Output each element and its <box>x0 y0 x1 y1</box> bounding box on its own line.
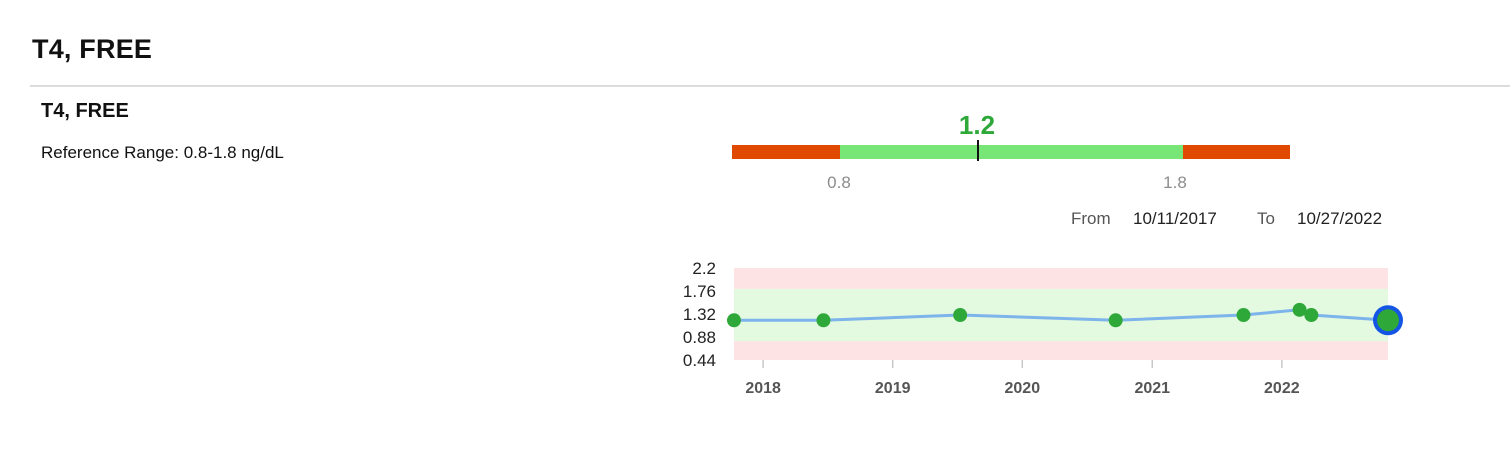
x-tick-label: 2018 <box>745 380 781 397</box>
current-value: 1.2 <box>958 110 996 140</box>
header-divider <box>30 85 1510 87</box>
result-name: T4, FREE <box>41 100 129 122</box>
data-point <box>1236 308 1251 323</box>
reference-range-text: Reference Range: 0.8-1.8 ng/dL <box>41 143 284 162</box>
range-low-label: 0.8 <box>827 173 851 192</box>
data-point <box>727 313 741 328</box>
y-tick-label: 1.32 <box>683 305 716 324</box>
from-label: From <box>1071 209 1111 228</box>
range-high-label: 1.8 <box>1163 173 1187 192</box>
page-title: T4, FREE <box>32 34 153 64</box>
to-date[interactable]: 10/27/2022 <box>1297 209 1383 228</box>
range-high-segment <box>1183 145 1290 159</box>
y-tick-label: 1.76 <box>683 282 716 301</box>
x-tick-label: 2020 <box>1005 380 1041 397</box>
band-low <box>734 341 1388 360</box>
data-point <box>1108 313 1123 328</box>
x-tick-label: 2021 <box>1134 380 1170 397</box>
y-tick-label: 0.88 <box>683 328 716 347</box>
band-high <box>734 268 1388 289</box>
range-low-segment <box>732 145 840 159</box>
data-point <box>1292 302 1307 317</box>
from-date[interactable]: 10/11/2017 <box>1133 209 1217 228</box>
x-tick-label: 2022 <box>1264 380 1300 397</box>
data-point <box>953 308 968 323</box>
reference-range-bar <box>732 140 1290 161</box>
data-point <box>1304 308 1319 323</box>
x-tick-label: 2019 <box>875 380 911 397</box>
data-point <box>816 313 831 328</box>
latest-data-point <box>1377 309 1399 332</box>
y-tick-label: 2.2 <box>692 259 716 278</box>
to-label: To <box>1257 209 1275 228</box>
range-normal-segment <box>840 145 1183 159</box>
band-normal <box>734 288 1388 342</box>
y-tick-label: 0.44 <box>683 351 716 370</box>
current-value-marker <box>977 140 979 161</box>
